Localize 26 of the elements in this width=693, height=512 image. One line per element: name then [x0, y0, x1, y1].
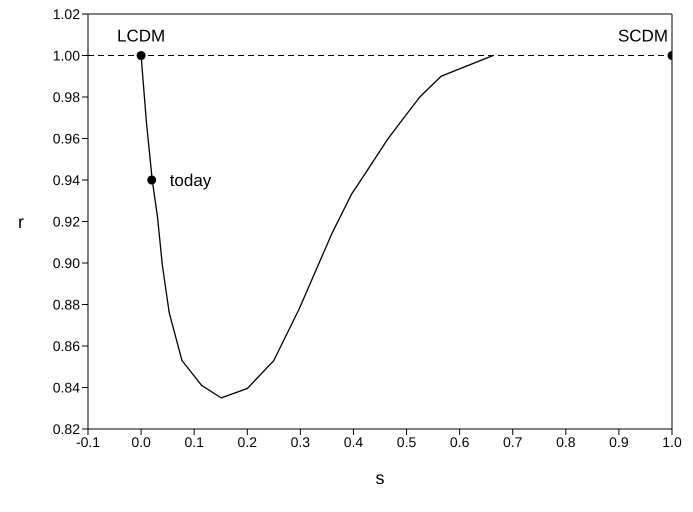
- y-tick-label: 1.00: [52, 47, 80, 64]
- x-tick-label: 0.0: [131, 434, 152, 450]
- x-tick-label: 0.9: [609, 434, 629, 450]
- y-tick-label: 0.96: [52, 130, 80, 146]
- y-tick-label: 0.84: [52, 379, 80, 396]
- y-tick-label: 1.02: [52, 6, 80, 22]
- x-tick-label: 0.4: [344, 434, 364, 450]
- annotation: SCDM: [618, 26, 668, 46]
- y-tick-label: 0.86: [52, 338, 80, 354]
- x-tick-label: 0.6: [450, 434, 470, 450]
- x-axis-title: s: [376, 468, 384, 488]
- annotation: LCDM: [117, 26, 166, 46]
- x-tick-label: 0.7: [502, 434, 523, 450]
- y-tick-label: 0.98: [52, 88, 80, 105]
- x-tick-label: 0.1: [184, 434, 204, 450]
- y-tick-label: 0.90: [52, 254, 80, 271]
- x-tick-label: 0.8: [556, 434, 576, 450]
- x-tick-label: 1.0: [662, 434, 682, 450]
- y-axis-title: r: [18, 212, 24, 232]
- annotation: today: [170, 171, 212, 190]
- x-tick-label: 0.5: [396, 434, 416, 450]
- y-tick-label: 0.94: [52, 172, 80, 188]
- x-tick-label: 0.2: [238, 434, 258, 450]
- x-tick-label: 0.3: [290, 434, 310, 450]
- y-tick-label: 0.88: [52, 296, 80, 312]
- y-tick-label: 0.92: [52, 213, 80, 230]
